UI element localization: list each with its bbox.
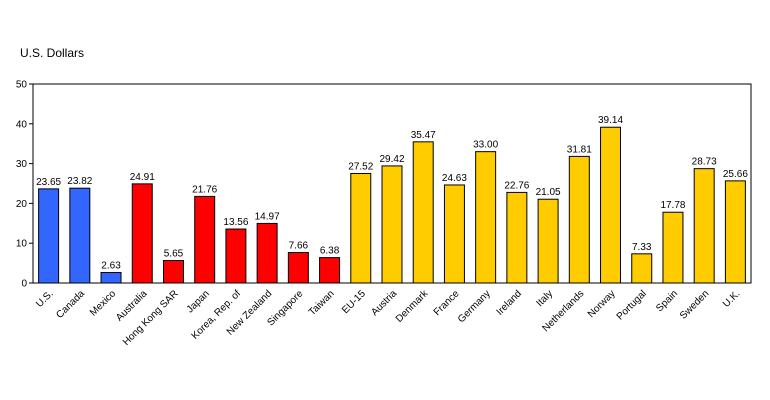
x-tick-label: U.K. — [721, 288, 743, 310]
data-label: 17.78 — [660, 200, 685, 211]
bar — [100, 272, 122, 284]
data-label: 7.33 — [632, 242, 652, 253]
bar — [537, 198, 559, 284]
data-label: 35.47 — [411, 130, 436, 141]
data-label: 39.14 — [598, 115, 623, 126]
x-tick-label: Norway — [586, 288, 618, 320]
data-label: 25.66 — [723, 169, 748, 180]
data-label: 21.05 — [536, 187, 561, 198]
bar — [662, 211, 684, 284]
bar — [631, 253, 653, 284]
data-label: 7.66 — [289, 241, 309, 252]
x-tick-label: Japan — [185, 288, 212, 315]
bar — [724, 180, 746, 284]
data-label: 23.65 — [36, 177, 61, 188]
bar — [443, 184, 465, 284]
data-label: 13.56 — [223, 217, 248, 228]
bar — [506, 191, 528, 284]
bar — [568, 155, 590, 284]
x-tick-label: Austria — [369, 288, 399, 318]
y-tick-label: 10 — [16, 239, 28, 250]
y-axis: 0 10 20 30 40 50 — [16, 80, 33, 290]
data-label: 29.42 — [379, 154, 404, 165]
x-tick-label: Ireland — [495, 288, 524, 317]
bar — [381, 165, 403, 284]
x-tick-label: Spain — [654, 288, 680, 314]
bar — [225, 228, 247, 284]
y-tick-label: 30 — [16, 159, 28, 170]
bars — [38, 126, 746, 284]
data-label: 31.81 — [567, 144, 592, 155]
x-tick-label: Italy — [534, 288, 555, 309]
y-tick-label: 20 — [16, 199, 28, 210]
data-label: 24.63 — [442, 173, 467, 184]
data-label: 14.97 — [255, 211, 280, 222]
x-tick-label: U.S. — [34, 288, 56, 310]
data-label: 5.65 — [164, 249, 184, 260]
x-tick-label: Taiwan — [307, 288, 337, 318]
x-tick-label: Portugal — [615, 288, 649, 322]
bar — [693, 168, 715, 284]
data-label: 28.73 — [692, 157, 717, 168]
x-tick-label: Germany — [456, 288, 493, 325]
data-label: 23.82 — [67, 176, 92, 187]
bar — [350, 172, 372, 284]
x-tick-label: Mexico — [88, 288, 118, 318]
x-tick-label: Sweden — [678, 288, 711, 321]
bar — [600, 126, 622, 284]
data-label: 33.00 — [473, 140, 498, 151]
data-label: 2.63 — [101, 261, 121, 272]
bar — [69, 187, 91, 284]
bar — [194, 195, 216, 284]
bar — [287, 252, 309, 284]
data-label: 6.38 — [320, 246, 340, 257]
bar — [319, 257, 341, 284]
bar — [162, 260, 184, 284]
y-tick-label: 40 — [16, 119, 28, 130]
data-label: 21.76 — [192, 184, 217, 195]
x-tick-label: Hong Kong SAR — [121, 288, 181, 348]
x-tick-label: France — [432, 288, 462, 318]
data-label: 24.91 — [130, 172, 155, 183]
bar — [256, 222, 278, 284]
y-tick-label: 50 — [16, 80, 28, 91]
y-tick-label: 0 — [21, 279, 27, 290]
value-labels: 23.65 23.82 2.63 24.91 5.65 21.76 13.56 14.97 7.… — [36, 115, 748, 271]
x-tick-label: EU-15 — [340, 288, 368, 316]
x-tick-label: Canada — [54, 288, 87, 321]
y-axis-label: U.S. Dollars — [20, 46, 84, 60]
bar — [475, 151, 497, 284]
bar — [412, 141, 434, 284]
x-tick-label: Denmark — [394, 288, 431, 325]
bar — [131, 183, 153, 284]
bar — [38, 188, 60, 284]
data-label: 27.52 — [348, 161, 373, 172]
data-label: 22.76 — [504, 180, 529, 191]
